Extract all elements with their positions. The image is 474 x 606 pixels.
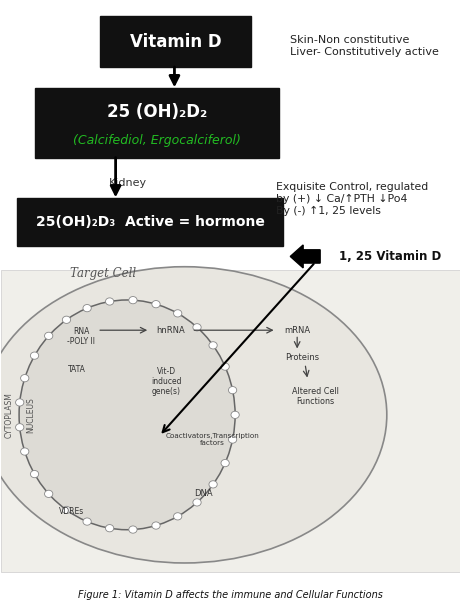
Ellipse shape [152, 522, 160, 529]
Text: Vit-D
induced
gene(s): Vit-D induced gene(s) [151, 367, 182, 396]
Ellipse shape [228, 436, 237, 443]
Ellipse shape [30, 352, 39, 359]
Text: Kidney: Kidney [109, 178, 147, 188]
Text: mRNA: mRNA [284, 325, 310, 335]
Ellipse shape [106, 525, 114, 532]
Ellipse shape [16, 399, 24, 406]
Ellipse shape [221, 363, 229, 370]
Text: Target Cell: Target Cell [70, 267, 136, 281]
Text: Exquisite Control, regulated
by (+) ↓ Ca/↑PTH ↓Po4
By (-) ↑1, 25 levels: Exquisite Control, regulated by (+) ↓ Ca… [276, 182, 429, 216]
Text: Skin-Non constitutive
Liver- Constitutively active: Skin-Non constitutive Liver- Constitutiv… [290, 35, 439, 57]
FancyArrow shape [290, 245, 320, 268]
Ellipse shape [0, 267, 387, 563]
Ellipse shape [228, 387, 237, 394]
Ellipse shape [106, 298, 114, 305]
Ellipse shape [63, 316, 71, 324]
Ellipse shape [83, 518, 91, 525]
Text: Figure 1: Vitamin D affects the immune and Cellular Functions: Figure 1: Vitamin D affects the immune a… [78, 590, 383, 601]
Text: Altered Cell
Functions: Altered Cell Functions [292, 387, 339, 407]
Ellipse shape [173, 310, 182, 317]
FancyBboxPatch shape [100, 16, 251, 67]
FancyBboxPatch shape [17, 198, 283, 245]
FancyBboxPatch shape [35, 88, 279, 158]
Ellipse shape [152, 301, 160, 308]
Text: CYTOPLASM: CYTOPLASM [4, 392, 13, 438]
Text: NUCLEUS: NUCLEUS [26, 397, 35, 433]
Ellipse shape [129, 526, 137, 533]
Ellipse shape [83, 304, 91, 311]
Text: Proteins: Proteins [285, 353, 319, 362]
Ellipse shape [173, 513, 182, 520]
Ellipse shape [19, 300, 235, 530]
Text: hnRNA: hnRNA [156, 325, 185, 335]
Ellipse shape [30, 470, 39, 478]
Ellipse shape [63, 506, 71, 513]
Text: RNA
-POLY II: RNA -POLY II [67, 327, 95, 346]
Ellipse shape [20, 448, 29, 455]
Ellipse shape [193, 499, 201, 506]
Ellipse shape [16, 424, 24, 431]
Ellipse shape [129, 296, 137, 304]
Text: Coactivators,Transcription
factors: Coactivators,Transcription factors [165, 433, 259, 445]
Ellipse shape [209, 481, 217, 488]
Text: 25(OH)₂D₃  Active = hormone: 25(OH)₂D₃ Active = hormone [36, 215, 264, 229]
Text: (Calcifediol, Ergocalciferol): (Calcifediol, Ergocalciferol) [73, 135, 241, 147]
Ellipse shape [45, 332, 53, 339]
Text: TATA: TATA [68, 365, 85, 374]
Text: VDREs: VDREs [59, 507, 84, 516]
Ellipse shape [45, 490, 53, 498]
Text: Vitamin D: Vitamin D [129, 33, 221, 50]
Ellipse shape [231, 411, 239, 419]
Text: 25 (OH)₂D₂: 25 (OH)₂D₂ [107, 102, 207, 121]
FancyBboxPatch shape [0, 270, 460, 572]
Ellipse shape [20, 375, 29, 382]
Ellipse shape [209, 342, 217, 349]
Ellipse shape [221, 459, 229, 467]
Text: DNA: DNA [194, 489, 212, 498]
Text: 1, 25 Vitamin D: 1, 25 Vitamin D [338, 250, 441, 263]
Ellipse shape [193, 324, 201, 331]
